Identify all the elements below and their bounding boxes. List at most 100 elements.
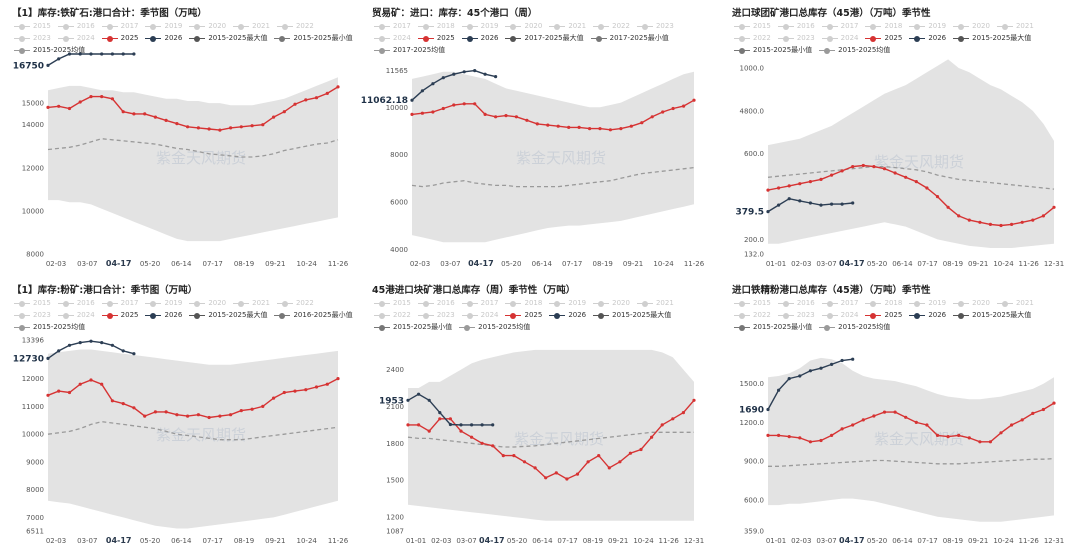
legend-item[interactable]: 2015-2025最大值 bbox=[953, 311, 1031, 320]
legend-item[interactable]: 2024 bbox=[374, 34, 411, 43]
legend-marker-icon bbox=[996, 22, 1013, 31]
legend-item[interactable]: 2019 bbox=[909, 22, 946, 31]
chart-legend[interactable]: 2015 2016 2017 2018 2019 2020 2021 2022 2023 2024… bbox=[734, 22, 1074, 55]
legend-item[interactable]: 2017 bbox=[821, 22, 858, 31]
legend-item[interactable]: 2017-2025最大值 bbox=[505, 34, 584, 43]
chart-plot[interactable]: 紫金天风期货 4000 6000 8000 10000 11565 02-03 03-07 04… bbox=[360, 0, 720, 277]
legend-item[interactable]: 2019 bbox=[909, 299, 946, 308]
legend-item[interactable]: 2024 bbox=[57, 34, 95, 43]
legend-item[interactable]: 2015-2025最小值 bbox=[274, 34, 353, 43]
legend-item[interactable]: 2024 bbox=[57, 311, 95, 320]
legend-item[interactable]: 2025 bbox=[417, 34, 455, 43]
legend-item[interactable]: 2023 bbox=[14, 311, 51, 320]
legend-item[interactable]: 2021 bbox=[636, 299, 674, 308]
legend-item[interactable]: 2026 bbox=[461, 34, 498, 43]
x-tick-label: 04-17 bbox=[479, 536, 505, 545]
legend-item[interactable]: 2015 bbox=[14, 22, 51, 31]
legend-item[interactable]: 2019 bbox=[461, 22, 498, 31]
legend-item[interactable]: 2019 bbox=[145, 22, 182, 31]
legend-item[interactable]: 2020 bbox=[593, 299, 630, 308]
chart-plot[interactable]: 紫金天风期货 1087 1200 1500 1800 2100 2400 01-01 02-03… bbox=[360, 277, 720, 554]
legend-item[interactable]: 2018 bbox=[417, 22, 455, 31]
legend-item[interactable]: 2020 bbox=[953, 22, 990, 31]
legend-item[interactable]: 2020 bbox=[189, 299, 226, 308]
chart-legend[interactable]: 2015 2016 2017 2018 2019 2020 2021 2022 2023 2024… bbox=[374, 299, 714, 332]
legend-item[interactable]: 2015-2025最大值 bbox=[189, 311, 267, 320]
legend-item[interactable]: 2015-2025最小值 bbox=[734, 46, 812, 55]
chart-legend[interactable]: 2015 2016 2017 2018 2019 2020 2021 2022 2023 2024… bbox=[734, 299, 1074, 332]
chart-legend[interactable]: 2017 2018 2019 2020 2021 2022 2023 2024 2025 2026… bbox=[374, 22, 714, 55]
legend-item[interactable]: 2026 bbox=[549, 311, 586, 320]
legend-item[interactable]: 2023 bbox=[777, 34, 815, 43]
legend-item[interactable]: 2024 bbox=[821, 34, 858, 43]
legend-item[interactable]: 2021 bbox=[996, 299, 1034, 308]
legend-item[interactable]: 2019 bbox=[549, 299, 586, 308]
legend-item[interactable]: 2017 bbox=[461, 299, 498, 308]
legend-item[interactable]: 2016 bbox=[57, 22, 95, 31]
legend-item[interactable]: 2022 bbox=[734, 311, 771, 320]
legend-item[interactable]: 2025 bbox=[101, 311, 138, 320]
legend-item[interactable]: 2015-2025均值 bbox=[14, 46, 85, 55]
legend-item[interactable]: 2021 bbox=[233, 22, 270, 31]
legend-item[interactable]: 2026 bbox=[909, 34, 946, 43]
legend-item[interactable]: 2026 bbox=[909, 311, 946, 320]
legend-item[interactable]: 2017 bbox=[374, 22, 411, 31]
legend-item[interactable]: 2016 bbox=[417, 299, 455, 308]
legend-item[interactable]: 2020 bbox=[505, 22, 542, 31]
legend-item[interactable]: 2015-2025最大值 bbox=[953, 34, 1031, 43]
legend-item[interactable]: 2023 bbox=[417, 311, 455, 320]
legend-item[interactable]: 2023 bbox=[14, 34, 51, 43]
legend-item[interactable]: 2025 bbox=[865, 34, 902, 43]
legend-item[interactable]: 2016 bbox=[777, 22, 815, 31]
legend-item[interactable]: 2025 bbox=[865, 311, 902, 320]
legend-item[interactable]: 2015-2025最小值 bbox=[374, 323, 452, 332]
legend-item[interactable]: 2016-2025最小值 bbox=[274, 311, 353, 320]
legend-item[interactable]: 2015-2025均值 bbox=[14, 323, 85, 332]
legend-item[interactable]: 2017-2025均值 bbox=[374, 46, 445, 55]
chart-plot[interactable]: 紫金天风期货 359.0 600.0 900.0 1200.0 1500.0 01-01 02… bbox=[720, 277, 1080, 554]
legend-item[interactable]: 2024 bbox=[461, 311, 498, 320]
legend-item[interactable]: 2025 bbox=[505, 311, 542, 320]
legend-item[interactable]: 2018 bbox=[505, 299, 542, 308]
legend-item[interactable]: 2021 bbox=[549, 22, 586, 31]
legend-item[interactable]: 2015 bbox=[14, 299, 51, 308]
legend-item[interactable]: 2016 bbox=[57, 299, 95, 308]
legend-item[interactable]: 2023 bbox=[777, 311, 815, 320]
legend-item[interactable]: 2017 bbox=[101, 22, 138, 31]
legend-item[interactable]: 2022 bbox=[276, 299, 314, 308]
legend-item[interactable]: 2022 bbox=[374, 311, 411, 320]
chart-legend[interactable]: 2015 2016 2017 2019 2020 2021 2022 2023 2024 2025… bbox=[14, 299, 354, 332]
legend-item[interactable]: 2017-2025最小值 bbox=[590, 34, 669, 43]
legend-item[interactable]: 2015-2025均值 bbox=[459, 323, 530, 332]
legend-item[interactable]: 2017 bbox=[101, 299, 138, 308]
legend-item[interactable]: 2026 bbox=[145, 34, 182, 43]
legend-item[interactable]: 2023 bbox=[636, 22, 674, 31]
legend-item[interactable]: 2022 bbox=[276, 22, 314, 31]
legend-item[interactable]: 2022 bbox=[593, 22, 630, 31]
chart-plot[interactable]: 紫金天风期货 132.0 200.0 600.0 4800.0 1000.0 01-01 02… bbox=[720, 0, 1080, 277]
legend-item[interactable]: 2022 bbox=[734, 34, 771, 43]
legend-item[interactable]: 2021 bbox=[233, 299, 270, 308]
legend-item[interactable]: 2020 bbox=[953, 299, 990, 308]
chart-plot[interactable]: 紫金天风期货 6511 7000 8000 9000 10000 11000 12000 133… bbox=[0, 277, 360, 554]
legend-item[interactable]: 2016 bbox=[777, 299, 815, 308]
legend-item[interactable]: 2015-2025均值 bbox=[819, 46, 890, 55]
legend-item[interactable]: 2017 bbox=[821, 299, 858, 308]
legend-item[interactable]: 2026 bbox=[145, 311, 182, 320]
legend-item[interactable]: 2020 bbox=[189, 22, 226, 31]
legend-item[interactable]: 2021 bbox=[996, 22, 1034, 31]
legend-item[interactable]: 2015-2025最大值 bbox=[189, 34, 267, 43]
legend-item[interactable]: 2015-2025均值 bbox=[819, 323, 890, 332]
legend-item[interactable]: 2024 bbox=[821, 311, 858, 320]
legend-item[interactable]: 2015 bbox=[734, 22, 771, 31]
legend-item[interactable]: 2015 bbox=[374, 299, 411, 308]
legend-item[interactable]: 2015-2025最小值 bbox=[734, 323, 812, 332]
legend-item[interactable]: 2018 bbox=[865, 299, 902, 308]
chart-plot[interactable]: 紫金天风期货 8000 10000 12000 14000 15000 02-03 03-07… bbox=[0, 0, 360, 277]
legend-item[interactable]: 2025 bbox=[101, 34, 138, 43]
legend-item[interactable]: 2015 bbox=[734, 299, 771, 308]
legend-item[interactable]: 2015-2025最大值 bbox=[593, 311, 671, 320]
chart-legend[interactable]: 2015 2016 2017 2019 2020 2021 2022 2023 2024 2025… bbox=[14, 22, 354, 55]
legend-item[interactable]: 2019 bbox=[145, 299, 182, 308]
legend-item[interactable]: 2018 bbox=[865, 22, 902, 31]
